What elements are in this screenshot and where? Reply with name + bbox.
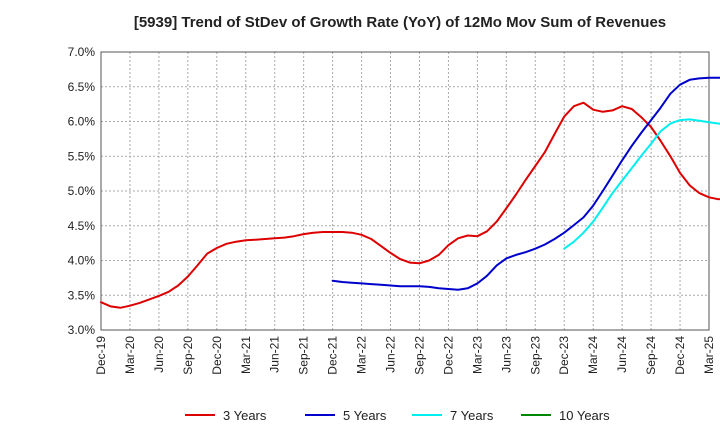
x-tick-label: Dec-23 bbox=[557, 336, 571, 375]
y-tick-label: 3.5% bbox=[68, 288, 96, 302]
y-tick-label: 4.0% bbox=[68, 254, 96, 268]
x-tick-label: Jun-24 bbox=[615, 336, 629, 373]
x-axis-ticks: Dec-19 Mar-20 Jun-20 Sep-20 Dec-20 Mar-21 Jun-… bbox=[94, 336, 716, 375]
legend-label: 3 Years bbox=[223, 408, 267, 423]
y-tick-label: 3.0% bbox=[68, 323, 96, 337]
series-lines bbox=[100, 76, 720, 309]
x-tick-label: Jun-23 bbox=[499, 336, 513, 373]
x-tick-label: Sep-23 bbox=[528, 336, 542, 375]
x-tick-label: Sep-24 bbox=[644, 336, 658, 375]
y-tick-label: 6.0% bbox=[68, 115, 96, 129]
plot-border bbox=[100, 51, 710, 331]
x-tick-label: Jun-20 bbox=[152, 336, 166, 373]
y-tick-label: 5.5% bbox=[68, 149, 96, 163]
legend-label: 5 Years bbox=[343, 408, 387, 423]
x-tick-label: Dec-22 bbox=[441, 336, 455, 375]
y-tick-label: 6.5% bbox=[68, 80, 96, 94]
x-tick-label: Mar-23 bbox=[470, 336, 484, 374]
legend-label: 7 Years bbox=[450, 408, 494, 423]
series-line-7-years bbox=[563, 118, 720, 250]
x-tick-label: Dec-20 bbox=[210, 336, 224, 375]
x-tick-label: Mar-24 bbox=[586, 336, 600, 374]
x-tick-label: Dec-19 bbox=[94, 336, 108, 375]
x-tick-label: Mar-22 bbox=[355, 336, 369, 374]
x-tick-label: Mar-21 bbox=[239, 336, 253, 374]
x-tick-label: Dec-21 bbox=[326, 336, 340, 375]
series-line-5-years bbox=[331, 76, 720, 291]
legend: 3 Years 5 Years 7 Years 10 Years bbox=[185, 408, 610, 423]
series-line-3-years bbox=[100, 101, 720, 309]
y-axis-ticks: 3.0% 3.5% 4.0% 4.5% 5.0% 5.5% 6.0% 6.5% 7.0% bbox=[68, 45, 96, 337]
chart-title: [5939] Trend of StDev of Growth Rate (Yo… bbox=[133, 14, 667, 31]
x-tick-label: Jun-22 bbox=[384, 336, 398, 373]
legend-label: 10 Years bbox=[559, 408, 610, 423]
x-tick-label: Dec-24 bbox=[673, 336, 687, 375]
x-tick-label: Mar-25 bbox=[702, 336, 716, 374]
x-tick-label: Jun-21 bbox=[268, 336, 282, 373]
x-tick-label: Sep-22 bbox=[412, 336, 426, 375]
y-tick-label: 5.0% bbox=[68, 184, 96, 198]
y-tick-label: 4.5% bbox=[68, 219, 96, 233]
x-tick-label: Mar-20 bbox=[123, 336, 137, 374]
y-tick-label: 7.0% bbox=[68, 45, 96, 59]
x-tick-label: Sep-21 bbox=[297, 336, 311, 375]
x-tick-label: Sep-20 bbox=[181, 336, 195, 375]
